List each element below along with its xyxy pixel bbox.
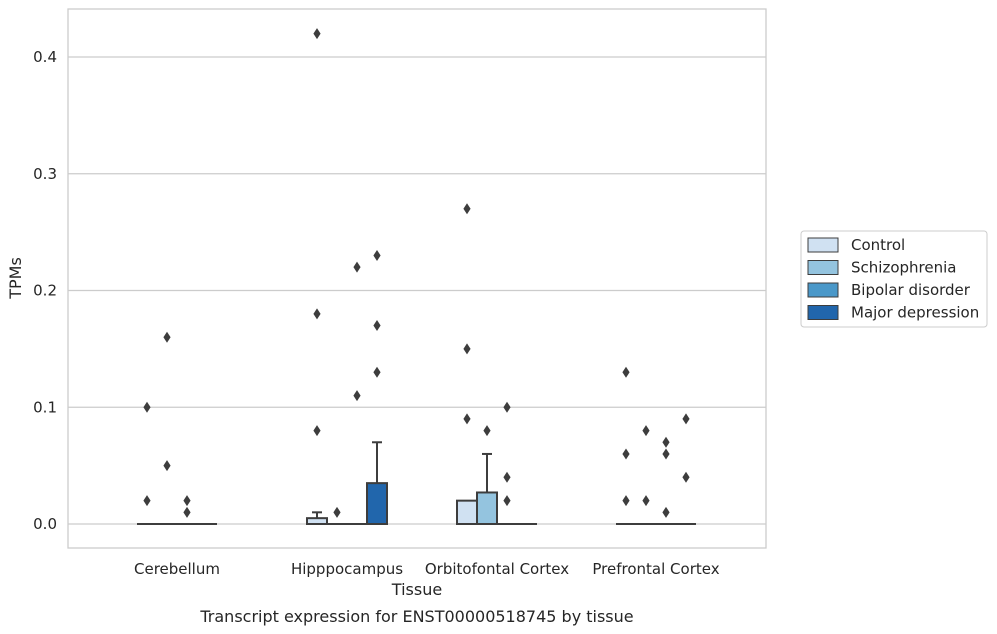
outlier-point <box>662 448 670 460</box>
outlier-point <box>642 495 650 507</box>
box-0-0 <box>137 401 157 525</box>
x-tick-label: Hipppocampus <box>291 560 403 578</box>
box-2-0 <box>456 203 478 525</box>
outlier-point <box>622 448 630 460</box>
outlier-point <box>503 495 511 507</box>
box-plots <box>137 28 696 526</box>
y-axis-title: TPMs <box>6 257 25 300</box>
legend-label: Schizophrenia <box>851 259 956 277</box>
y-tick-label: 0.0 <box>33 515 57 533</box>
box-1-1 <box>327 506 347 525</box>
outlier-point <box>622 495 630 507</box>
box-1-2 <box>347 261 367 525</box>
outlier-point <box>373 249 381 261</box>
outlier-point <box>463 343 471 355</box>
outlier-point <box>682 471 690 483</box>
outlier-point <box>463 203 471 215</box>
outlier-point <box>143 495 151 507</box>
outlier-point <box>163 331 171 343</box>
outlier-point <box>622 366 630 378</box>
legend-label: Major depression <box>851 304 979 322</box>
box-2-2 <box>497 401 517 525</box>
outlier-point <box>353 261 361 273</box>
box-1-0 <box>306 28 328 525</box>
outlier-point <box>463 413 471 425</box>
outlier-point <box>353 390 361 402</box>
x-tick-label: Prefrontal Cortex <box>592 560 719 578</box>
outlier-point <box>662 506 670 518</box>
chart-caption: Transcript expression for ENST0000051874… <box>199 607 633 626</box>
outlier-point <box>483 425 491 437</box>
box-0-1 <box>157 331 177 525</box>
y-tick-label: 0.1 <box>33 398 57 416</box>
outlier-point <box>313 28 321 40</box>
outlier-point <box>662 436 670 448</box>
box-body <box>456 499 478 525</box>
box-0-2 <box>177 495 197 525</box>
outlier-point <box>373 320 381 332</box>
box-3-1 <box>636 425 656 525</box>
legend-label: Bipolar disorder <box>851 281 971 299</box>
legend: Control Schizophrenia Bipolar disorder Majo… <box>800 230 988 328</box>
legend-swatch <box>807 237 839 253</box>
box-1-3 <box>366 249 388 526</box>
grid-lines <box>68 56 766 525</box>
outlier-point <box>313 308 321 320</box>
box-body <box>476 491 498 526</box>
box-3-3 <box>676 413 696 525</box>
box-2-1 <box>476 425 498 526</box>
outlier-point <box>333 506 341 518</box>
outlier-point <box>313 425 321 437</box>
box-body <box>366 482 388 526</box>
x-tick-label: Cerebellum <box>134 560 220 578</box>
outlier-point <box>183 506 191 518</box>
x-axis-title: Tissue <box>391 580 442 599</box>
box-3-0 <box>616 366 636 525</box>
outlier-point <box>642 425 650 437</box>
legend-swatch <box>807 260 839 275</box>
outlier-point <box>373 366 381 378</box>
y-tick-label: 0.2 <box>33 282 57 300</box>
x-tick-label: Orbitofontal Cortex <box>425 560 569 578</box>
y-tick-labels: 0.0 0.1 0.2 0.3 0.4 <box>33 48 57 533</box>
outlier-point <box>143 401 151 413</box>
box-3-2 <box>656 436 676 525</box>
outlier-point <box>503 471 511 483</box>
x-tick-labels: Cerebellum Hipppocampus Orbitofontal Corte… <box>134 560 720 578</box>
legend-label: Control <box>851 236 905 254</box>
y-tick-label: 0.4 <box>33 48 57 66</box>
legend-swatch <box>807 282 839 298</box>
plot-frame <box>67 8 767 549</box>
outlier-point <box>503 401 511 413</box>
y-tick-label: 0.3 <box>33 165 57 183</box>
outlier-point <box>183 495 191 507</box>
legend-frame <box>800 230 988 328</box>
outlier-point <box>163 460 171 472</box>
outlier-point <box>682 413 690 425</box>
legend-swatch <box>807 305 839 320</box>
